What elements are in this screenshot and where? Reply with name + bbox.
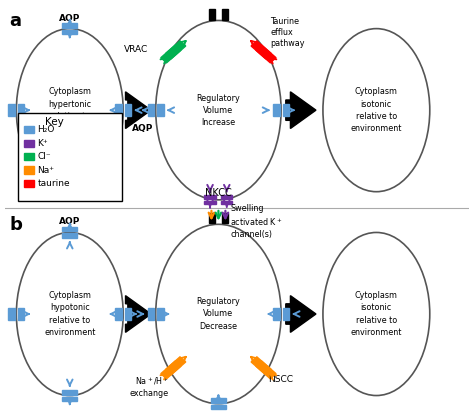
Polygon shape bbox=[286, 296, 316, 332]
Text: a: a bbox=[9, 12, 21, 30]
Bar bbox=[211, 405, 226, 409]
Text: Taurine
efflux
pathway: Taurine efflux pathway bbox=[271, 17, 305, 48]
Bar bbox=[18, 308, 24, 320]
Bar bbox=[63, 186, 77, 191]
Text: NSCC: NSCC bbox=[268, 375, 293, 384]
Bar bbox=[209, 10, 215, 20]
Text: Regulatory
Volume
Decrease: Regulatory Volume Decrease bbox=[197, 297, 240, 331]
Bar bbox=[18, 104, 24, 116]
Bar bbox=[63, 233, 77, 238]
Bar bbox=[63, 396, 77, 401]
Polygon shape bbox=[161, 361, 181, 379]
Bar bbox=[125, 308, 131, 320]
Bar bbox=[222, 213, 228, 223]
Bar bbox=[221, 201, 232, 204]
Text: Na⁺: Na⁺ bbox=[37, 166, 54, 175]
Text: Cytoplasm
isotonic
relative to
environment: Cytoplasm isotonic relative to environme… bbox=[351, 291, 402, 337]
Text: Cytoplasm
isotonic
relative to
environment: Cytoplasm isotonic relative to environme… bbox=[351, 87, 402, 133]
Bar bbox=[24, 126, 34, 134]
Text: H₂O: H₂O bbox=[37, 125, 55, 134]
Bar bbox=[24, 166, 34, 174]
Bar bbox=[211, 398, 226, 403]
Text: Cytoplasm
hypertonic
relative to
environment: Cytoplasm hypertonic relative to environ… bbox=[44, 87, 95, 133]
Polygon shape bbox=[161, 45, 181, 63]
Polygon shape bbox=[126, 296, 151, 332]
Bar bbox=[24, 180, 34, 187]
Bar bbox=[115, 104, 122, 116]
Polygon shape bbox=[251, 41, 271, 59]
Bar bbox=[273, 308, 280, 320]
Bar bbox=[204, 196, 216, 199]
Bar bbox=[209, 213, 215, 223]
Bar bbox=[148, 104, 155, 116]
Text: Key: Key bbox=[45, 117, 64, 127]
Polygon shape bbox=[256, 361, 276, 379]
Bar bbox=[63, 193, 77, 197]
Bar bbox=[9, 308, 15, 320]
Bar bbox=[283, 104, 289, 116]
Polygon shape bbox=[165, 357, 186, 375]
Bar bbox=[221, 196, 232, 199]
Polygon shape bbox=[251, 357, 271, 375]
Bar bbox=[148, 308, 155, 320]
Text: Cytoplasm
hypotonic
relative to
environment: Cytoplasm hypotonic relative to environm… bbox=[44, 291, 95, 337]
Bar bbox=[63, 23, 77, 27]
Text: Regulatory
Volume
Increase: Regulatory Volume Increase bbox=[197, 94, 240, 127]
Text: AQP: AQP bbox=[59, 217, 81, 226]
Polygon shape bbox=[256, 45, 276, 63]
Polygon shape bbox=[286, 92, 316, 129]
Bar bbox=[63, 227, 77, 231]
Bar bbox=[63, 30, 77, 34]
Text: Swelling
activated K$^+$
channel(s): Swelling activated K$^+$ channel(s) bbox=[230, 204, 283, 239]
Text: K⁺: K⁺ bbox=[37, 139, 48, 148]
Bar bbox=[157, 104, 164, 116]
Bar bbox=[115, 308, 122, 320]
Polygon shape bbox=[126, 92, 151, 129]
Bar bbox=[157, 308, 164, 320]
Bar bbox=[24, 139, 34, 147]
Bar bbox=[9, 104, 15, 116]
Polygon shape bbox=[165, 41, 186, 59]
Text: AQP: AQP bbox=[59, 13, 81, 22]
FancyBboxPatch shape bbox=[18, 114, 122, 201]
Text: b: b bbox=[9, 216, 22, 234]
Bar bbox=[273, 104, 280, 116]
Bar bbox=[204, 201, 216, 204]
Text: taurine: taurine bbox=[37, 179, 70, 188]
Bar bbox=[222, 10, 228, 20]
Bar bbox=[125, 104, 131, 116]
Text: Cl⁻: Cl⁻ bbox=[37, 152, 51, 161]
Text: NKCC: NKCC bbox=[205, 188, 232, 198]
Bar bbox=[283, 308, 289, 320]
Text: AQP: AQP bbox=[132, 124, 154, 134]
Text: Na$^+$/H$^+$
exchange: Na$^+$/H$^+$ exchange bbox=[129, 375, 169, 398]
Bar bbox=[63, 390, 77, 394]
Text: VRAC: VRAC bbox=[123, 45, 148, 54]
Bar bbox=[24, 153, 34, 160]
